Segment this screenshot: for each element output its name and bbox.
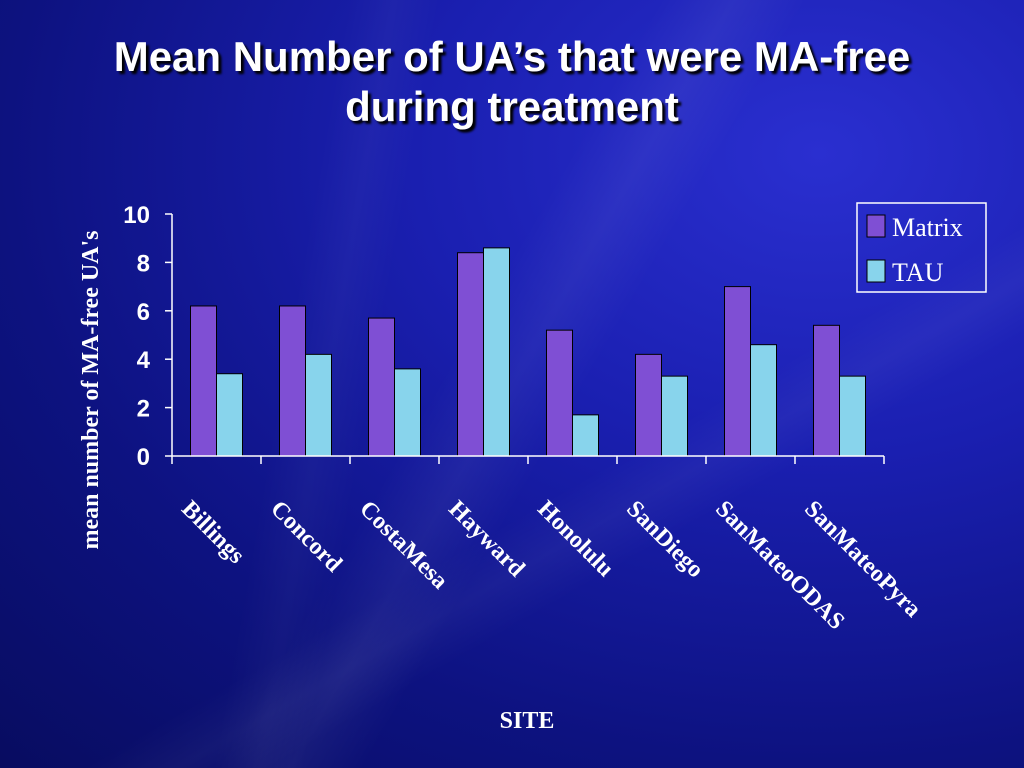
bar-matrix-honolulu (546, 329, 573, 457)
y-tick-label: 4 (137, 347, 151, 374)
x-tick-label: CostaMesa (354, 496, 453, 595)
bar-matrix-sandiego (635, 353, 662, 457)
bar-tau-sanmateoodas (750, 344, 777, 457)
legend-box (856, 202, 987, 293)
x-tick-label: Hayward (443, 496, 530, 583)
x-tick-label: SanDiego (621, 496, 708, 583)
x-tick-label: Billings (176, 496, 249, 569)
bar-matrix-billings (190, 305, 217, 457)
title-line-2: during treatment (345, 83, 679, 130)
bar-tau-hayward (483, 247, 510, 457)
bar-tau-sanmateopyra (839, 375, 866, 457)
bar-matrix-hayward (457, 252, 484, 457)
bar-tau-concord (305, 353, 332, 457)
bar-tau-billings (216, 373, 243, 457)
x-axis-title: SITE (500, 708, 555, 734)
x-tick-label: Honolulu (532, 496, 618, 582)
legend-label-tau: TAU (892, 258, 944, 287)
bar-matrix-concord (279, 305, 306, 457)
bar-matrix-costamesa (368, 317, 395, 457)
bar-tau-costamesa (394, 368, 421, 457)
chart-title: Mean Number of UA’s that were MA-free du… (0, 32, 1024, 132)
legend: Matrix TAU (856, 202, 987, 293)
y-tick-labels: 0 2 4 6 8 10 (123, 202, 150, 471)
axes-group (165, 213, 885, 464)
bars-group (190, 247, 866, 457)
bar-tau-sandiego (661, 375, 688, 457)
y-axis-title: mean number of MA-free UA's (78, 230, 104, 549)
y-tick-label: 10 (123, 202, 150, 229)
y-tick-label: 8 (137, 250, 150, 277)
legend-label-matrix: Matrix (892, 213, 963, 242)
y-tick-label: 6 (137, 299, 150, 326)
x-tick-label: Concord (265, 496, 347, 578)
legend-swatch-matrix (866, 214, 886, 238)
y-tick-label: 2 (137, 396, 150, 423)
y-tick-label: 0 (137, 444, 150, 471)
title-line-1: Mean Number of UA’s that were MA-free (113, 33, 911, 80)
bar-matrix-sanmateoodas (724, 286, 751, 457)
bar-matrix-sanmateopyra (813, 324, 840, 457)
bar-tau-honolulu (572, 414, 599, 457)
legend-swatch-tau (866, 259, 886, 283)
